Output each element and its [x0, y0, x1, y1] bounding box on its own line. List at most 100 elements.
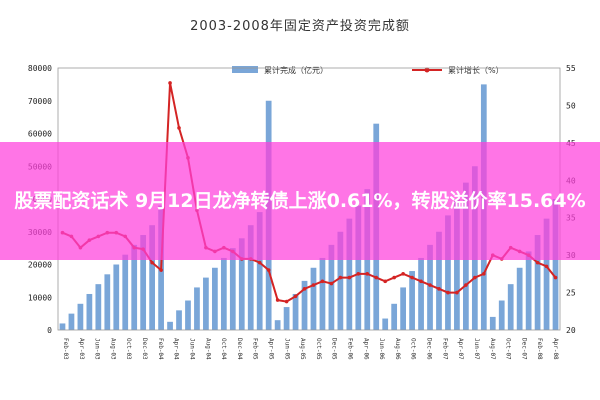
x-tick-label: Oct-06	[410, 338, 417, 360]
x-axis-ticks: Feb-03 Apr-03 Jun-03 Aug-03 Oct-03 Dec-03 Feb-…	[62, 338, 559, 360]
right-tick-label: 55	[566, 64, 576, 73]
bar	[525, 251, 532, 330]
line-point	[535, 260, 540, 265]
x-tick-label: Oct-05	[315, 338, 322, 360]
bar	[454, 199, 460, 330]
line-point	[473, 275, 477, 280]
line-point	[544, 264, 549, 269]
line-point	[410, 275, 414, 280]
bar	[176, 310, 182, 330]
x-tick-label: Oct-07	[505, 338, 512, 360]
bar	[256, 212, 263, 330]
x-tick-label: Feb-06	[347, 338, 354, 360]
x-tick-label: Apr-07	[457, 338, 464, 360]
line-point	[329, 281, 334, 286]
bar	[498, 300, 505, 330]
bar	[400, 287, 406, 330]
line-point	[177, 126, 181, 130]
line-point	[437, 287, 441, 291]
line-point	[383, 279, 388, 284]
bar	[337, 231, 344, 330]
headline-banner: 股票配资话术 9月12日龙净转债上涨0.61%，转股溢价率15.64%	[0, 142, 600, 260]
bar	[104, 274, 111, 330]
x-tick-label: Apr-06	[362, 338, 369, 360]
bar	[391, 303, 398, 330]
line-point	[302, 287, 307, 291]
line-point	[347, 275, 352, 280]
line-point	[338, 275, 343, 280]
line-point	[159, 268, 163, 272]
bar	[203, 277, 209, 330]
legend-line-marker	[424, 67, 430, 73]
bar	[185, 300, 191, 330]
left-tick-label: 10000	[28, 293, 52, 302]
left-tick-label: 80000	[28, 64, 52, 73]
bar	[113, 264, 120, 330]
bar	[292, 293, 299, 330]
line-point	[275, 298, 280, 302]
right-tick-label: 25	[566, 289, 576, 298]
line-point	[365, 272, 370, 276]
bar	[77, 303, 84, 330]
chart-title: 2003-2008年固定资产投资完成额	[190, 18, 410, 34]
x-tick-label: Dec-07	[520, 338, 527, 360]
line-point	[257, 260, 262, 265]
x-tick-label: Dec-03	[141, 338, 148, 360]
left-tick-label: 20000	[28, 261, 52, 270]
x-tick-label: Aug-06	[394, 338, 401, 360]
line-point	[320, 279, 325, 284]
legend: 累计完成（亿元） 累计增长（%）	[232, 65, 504, 75]
line-point	[419, 279, 423, 284]
bar	[543, 218, 550, 330]
bar	[534, 235, 541, 330]
line-point	[266, 268, 271, 272]
bar	[427, 244, 433, 330]
bar	[346, 218, 353, 330]
bar	[310, 267, 317, 330]
bar	[167, 321, 173, 330]
x-tick-label: Aug-03	[109, 338, 116, 360]
bar	[355, 205, 362, 330]
x-tick-label: Dec-06	[426, 338, 433, 360]
x-tick-label: Jun-07	[473, 338, 480, 360]
bar	[436, 231, 442, 330]
x-tick-label: Jun-05	[283, 338, 290, 360]
x-tick-label: Dec-04	[236, 338, 243, 360]
x-tick-label: Feb-03	[62, 338, 69, 360]
right-tick-label: 20	[566, 326, 576, 335]
x-tick-label: Jun-03	[94, 338, 101, 360]
x-tick-label: Oct-03	[125, 338, 132, 360]
line-point	[446, 290, 450, 295]
bar	[283, 307, 290, 330]
bar	[194, 287, 200, 330]
left-tick-label: 60000	[28, 130, 52, 139]
left-tick-label: 70000	[28, 97, 52, 106]
bar	[319, 257, 326, 330]
bar	[212, 267, 218, 330]
bar	[445, 215, 451, 331]
bar	[220, 257, 227, 330]
line-point	[553, 275, 558, 280]
legend-bar-swatch	[232, 66, 258, 73]
right-tick-label: 50	[566, 101, 576, 110]
bar	[149, 225, 155, 330]
bar	[516, 267, 523, 330]
x-tick-label: Oct-04	[220, 338, 227, 360]
bar	[489, 316, 496, 330]
bar	[382, 318, 389, 330]
bar	[59, 323, 66, 330]
bar	[95, 284, 102, 330]
x-tick-label: Apr-04	[173, 338, 180, 360]
x-tick-label: Apr-03	[78, 338, 85, 360]
bar	[86, 293, 93, 330]
x-tick-label: Apr-05	[267, 338, 274, 360]
x-tick-label: Feb-05	[252, 338, 259, 360]
bar	[229, 248, 236, 331]
line-point	[356, 272, 361, 276]
line-point	[401, 272, 405, 276]
bar	[418, 257, 424, 330]
bar	[507, 284, 514, 330]
bar	[328, 244, 335, 330]
line-point	[464, 283, 468, 287]
x-tick-label: Jun-06	[378, 338, 385, 360]
